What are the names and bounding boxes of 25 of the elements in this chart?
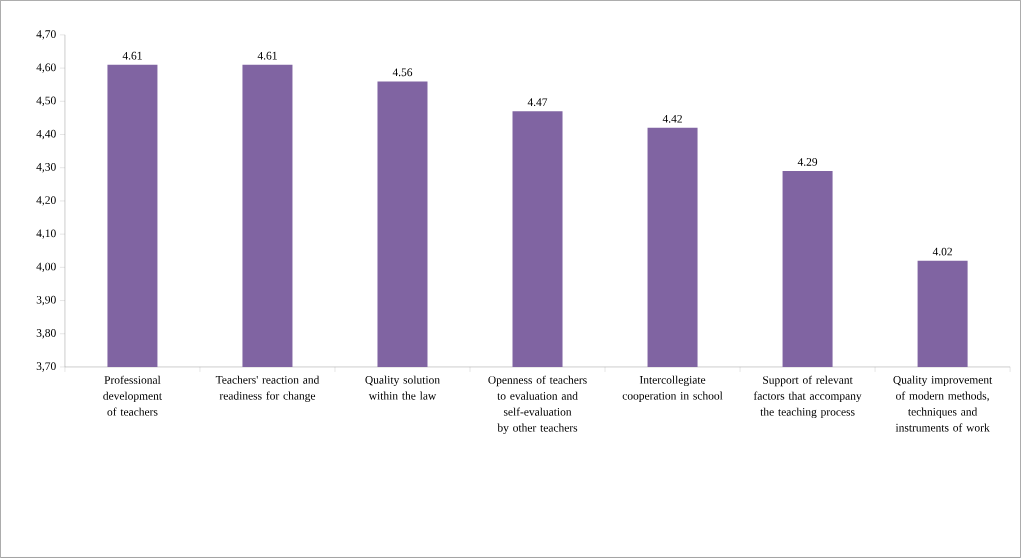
x-tick-label: Openness of teachers to evaluation and self-evaluation by other teachers [488, 375, 587, 435]
y-tick-label: 4,20 [36, 196, 56, 206]
y-tick-label: 4,10 [36, 229, 56, 239]
data-label: 4.47 [527, 98, 548, 107]
data-label: 4.61 [257, 51, 277, 60]
data-label: 4.02 [932, 247, 952, 256]
y-tick-label: 4,50 [36, 96, 56, 107]
x-tick-label: Teachers' reaction and readiness for change [215, 375, 320, 403]
x-tick-label: Support of relevant factors that accompany the teaching process [753, 375, 862, 419]
y-tick-label: 3,70 [36, 362, 56, 372]
x-tick-label: Professional development of teachers [103, 375, 162, 416]
data-label: 4.42 [662, 114, 682, 123]
y-tick-label: 4,40 [36, 129, 56, 140]
y-tick-label: 4,00 [36, 262, 56, 273]
y-tick-label: 4,70 [36, 30, 56, 40]
data-label: 4.61 [122, 51, 142, 60]
y-tick-label: 3,80 [36, 329, 56, 339]
x-tick-label: Quality solution within the law [365, 375, 440, 400]
data-label: 4.56 [392, 68, 413, 77]
data-label: 4.29 [797, 158, 818, 166]
x-tick-label: Quality improvement of modern methods, techniques and instruments of work [893, 375, 993, 432]
y-tick-label: 4,30 [36, 163, 56, 173]
x-tick-label: Intercollegiate cooperation in school [622, 375, 723, 403]
y-tick-label: 3,90 [36, 295, 56, 306]
y-tick-label: 4,60 [36, 63, 56, 73]
